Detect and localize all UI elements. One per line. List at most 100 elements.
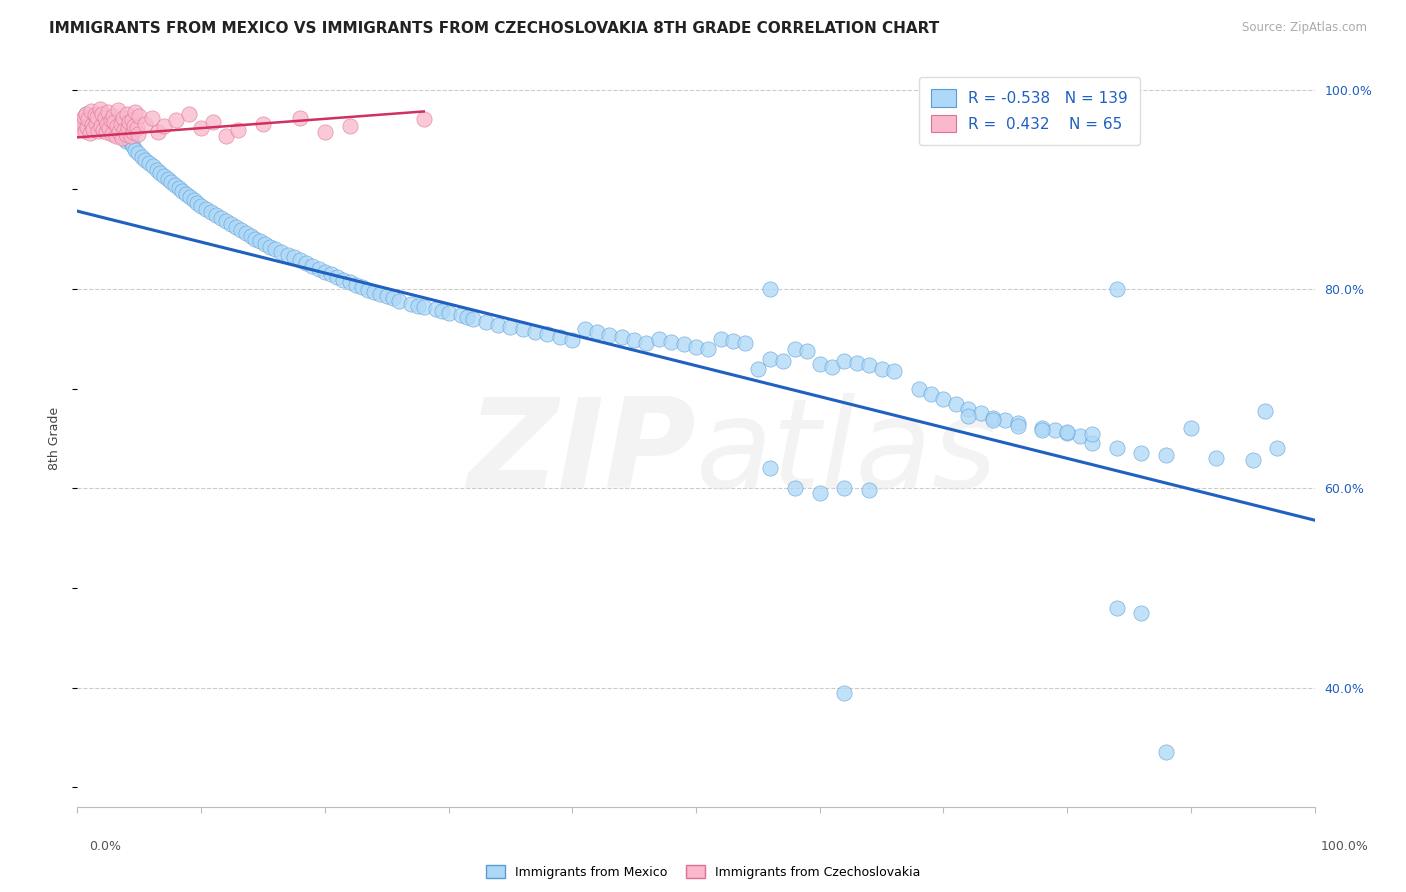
Point [87, 124, 110, 138]
Point [87, 110, 110, 124]
Point [412, 300, 434, 314]
Point [127, 128, 149, 142]
Point [586, 325, 609, 339]
Point [672, 336, 695, 351]
Point [127, 146, 149, 161]
Point [190, 199, 212, 213]
Point [215, 129, 238, 144]
Point [308, 262, 330, 277]
Point [177, 107, 200, 121]
Point [1241, 453, 1264, 467]
Point [219, 217, 242, 231]
Point [245, 232, 267, 246]
Point [134, 153, 156, 168]
Point [117, 132, 139, 146]
Point [783, 342, 806, 356]
Point [456, 310, 478, 324]
Text: ZIP: ZIP [467, 392, 696, 514]
Point [94, 112, 117, 127]
Point [1007, 417, 1029, 431]
Point [710, 332, 733, 346]
Point [858, 483, 880, 498]
Point [1105, 442, 1128, 456]
Point [474, 315, 496, 329]
Point [486, 318, 509, 332]
Point [1105, 282, 1128, 296]
Point [834, 481, 856, 495]
Point [205, 208, 228, 222]
Point [932, 392, 955, 406]
Point [319, 267, 342, 281]
Point [235, 226, 257, 240]
Point [101, 128, 124, 142]
Point [117, 121, 139, 136]
Point [845, 356, 868, 370]
Text: 0.0%: 0.0% [90, 840, 121, 854]
Point [277, 248, 299, 262]
Point [90, 120, 112, 134]
Point [114, 134, 136, 148]
Point [437, 306, 460, 320]
Point [111, 131, 134, 145]
Point [1007, 419, 1029, 434]
Point [326, 269, 349, 284]
Legend: Immigrants from Mexico, Immigrants from Czechoslovakia: Immigrants from Mexico, Immigrants from … [486, 865, 920, 879]
Point [1081, 427, 1104, 442]
Point [834, 353, 856, 368]
Point [808, 357, 831, 371]
Point [574, 322, 596, 336]
Point [165, 113, 187, 128]
Point [981, 411, 1004, 425]
Point [112, 130, 135, 145]
Point [215, 214, 238, 228]
Point [153, 120, 176, 134]
Point [115, 107, 138, 121]
Point [350, 280, 373, 294]
Point [190, 121, 212, 136]
Point [202, 115, 225, 129]
Point [82, 122, 104, 136]
Point [1254, 403, 1277, 417]
Point [73, 124, 96, 138]
Point [1180, 421, 1202, 435]
Point [118, 115, 141, 129]
Point [104, 129, 127, 144]
Point [100, 113, 122, 128]
Point [957, 409, 980, 424]
Point [412, 112, 434, 127]
Point [636, 335, 658, 350]
Point [747, 361, 769, 376]
Point [229, 223, 252, 237]
Point [91, 123, 114, 137]
Point [406, 299, 429, 313]
Point [659, 334, 682, 349]
Text: atlas: atlas [696, 392, 998, 514]
Point [107, 128, 129, 142]
Point [288, 252, 311, 267]
Point [77, 112, 100, 127]
Point [1154, 448, 1177, 462]
Legend: R = -0.538   N = 139, R =  0.432    N = 65: R = -0.538 N = 139, R = 0.432 N = 65 [920, 78, 1140, 145]
Point [259, 240, 281, 254]
Point [142, 159, 165, 173]
Point [141, 112, 163, 126]
Point [86, 111, 108, 125]
Point [957, 401, 980, 416]
Point [82, 112, 104, 126]
Point [834, 685, 856, 699]
Point [82, 119, 104, 133]
Point [156, 172, 179, 186]
Point [179, 190, 201, 204]
Point [72, 117, 94, 131]
Point [120, 136, 142, 151]
Point [145, 163, 167, 178]
Point [200, 205, 222, 219]
Point [174, 187, 197, 202]
Point [90, 113, 112, 128]
Point [110, 125, 132, 139]
Point [357, 283, 380, 297]
Point [512, 322, 534, 336]
Point [75, 107, 97, 121]
Point [107, 103, 129, 118]
Point [945, 396, 967, 410]
